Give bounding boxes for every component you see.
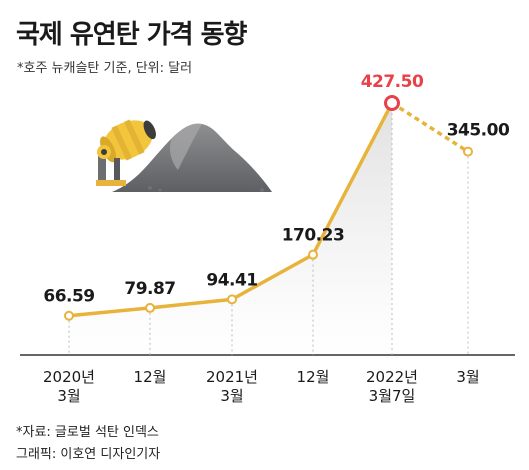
data-label-2: 94.41 <box>206 270 257 290</box>
data-point-1 <box>145 302 155 313</box>
x-tick-label-5: 3월 <box>456 368 479 386</box>
data-label-5: 345.00 <box>447 121 510 141</box>
chart-title: 국제 유연탄 가격 동향 <box>16 20 247 50</box>
x-tick-label-1: 12월 <box>134 368 167 386</box>
data-label-1: 79.87 <box>124 279 175 299</box>
data-point-4 <box>384 95 400 111</box>
data-label-4: 427.50 <box>361 72 424 92</box>
graphic-credit: 그래픽: 이호연 디자인기자 <box>16 447 161 462</box>
data-point-5 <box>463 146 473 157</box>
data-label-0: 66.59 <box>43 287 94 307</box>
x-tick-label-0: 2020년 3월 <box>43 368 95 405</box>
x-tick-label-3: 12월 <box>297 368 330 386</box>
data-point-3 <box>308 249 318 260</box>
data-point-2 <box>227 294 237 305</box>
chart-subtitle: *호주 뉴캐슬탄 기준, 단위: 달러 <box>17 61 193 76</box>
data-point-0 <box>64 310 74 321</box>
area-fill <box>69 103 392 355</box>
series-line-projected <box>391 101 469 154</box>
source-note: *자료: 글로벌 석탄 인덱스 <box>16 425 159 440</box>
x-tick-label-2: 2021년 3월 <box>206 368 258 405</box>
data-label-3: 170.23 <box>282 226 345 246</box>
coal-mixer-illustration <box>96 119 272 192</box>
x-tick-label-4: 2022년 3월7일 <box>366 368 418 405</box>
